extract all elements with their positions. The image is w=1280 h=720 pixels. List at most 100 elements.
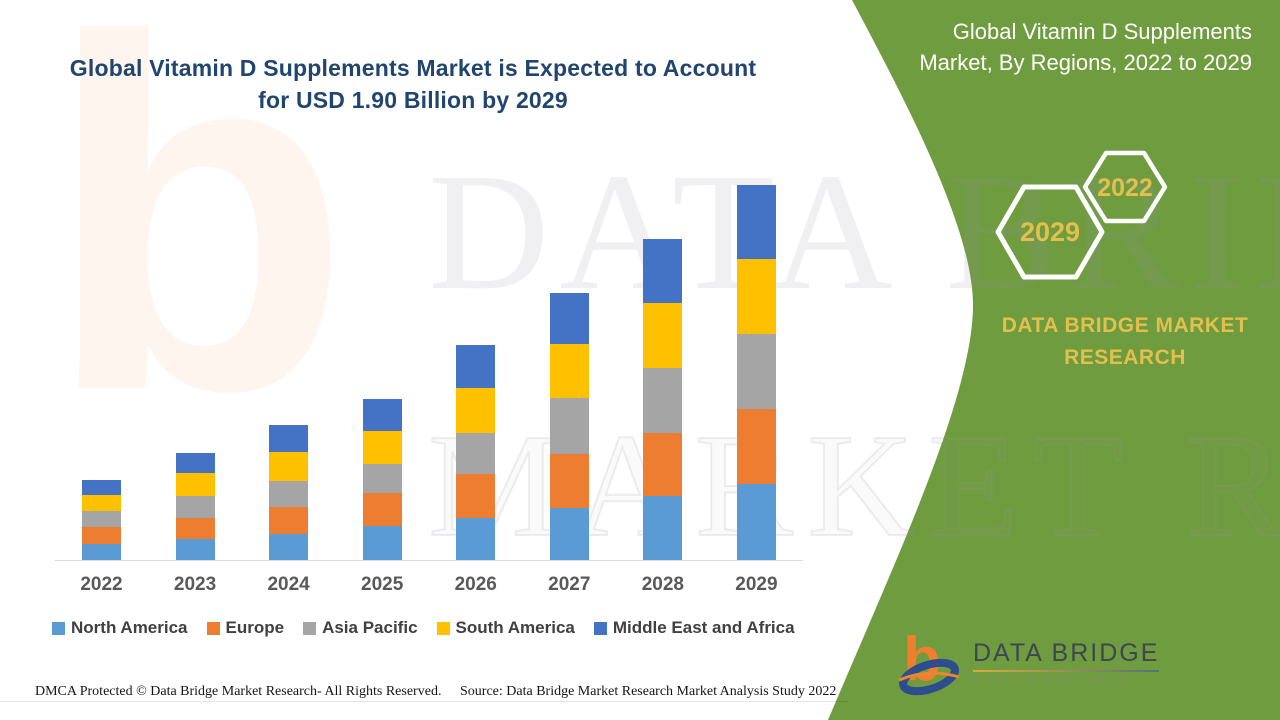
logo-swoosh-underline [898, 671, 960, 682]
green-panel-path [828, 0, 1280, 720]
legend-label: Europe [225, 618, 285, 637]
bar-segment-2025-asia-pacific [362, 464, 402, 493]
legend-label: Asia Pacific [322, 618, 418, 637]
bar-segment-2029-middle-east-and-africa [736, 185, 776, 259]
bar-column-2024 [242, 425, 335, 560]
bar-segment-2026-asia-pacific [456, 433, 496, 474]
legend-item-middle-east-and-africa: Middle East and Africa [593, 618, 795, 638]
footer-source: Source: Data Bridge Market Research Mark… [460, 684, 837, 699]
panel-heading: Global Vitamin D Supplements Market, By … [919, 19, 1252, 75]
bar-column-2026 [429, 345, 522, 560]
bar-stack-2023 [175, 453, 215, 560]
bar-column-2023 [149, 453, 242, 560]
bar-stack-2029 [736, 185, 776, 560]
bar-stack-2022 [82, 480, 121, 560]
bar-segment-2027-europe [549, 454, 589, 508]
logo-subtitle: MARKET RESEARCH [973, 675, 1131, 685]
logo-swoosh-ring [899, 658, 959, 696]
bar-segment-2027-asia-pacific [549, 398, 589, 454]
bar-segment-2028-north-america [643, 496, 683, 560]
bar-segment-2025-south-america [362, 431, 402, 464]
bar-stack-2026 [456, 345, 496, 560]
legend-item-europe: Europe [206, 618, 285, 638]
legend-label: Middle East and Africa [612, 618, 795, 637]
bar-segment-2026-south-america [456, 388, 496, 433]
footer-copyright: DMCA Protected © Data Bridge Market Rese… [35, 684, 442, 699]
bar-stack-2024 [269, 425, 309, 560]
footer-divider-line [0, 701, 848, 702]
bar-segment-2025-europe [362, 493, 402, 526]
bar-segment-2023-europe [175, 518, 215, 539]
bar-column-2028 [616, 239, 709, 560]
x-axis-label-2025: 2025 [361, 574, 404, 595]
legend-swatch [436, 621, 450, 635]
bar-segment-2024-north-america [269, 534, 309, 560]
bar-segment-2022-europe [82, 527, 121, 544]
bar-stack-2028 [643, 239, 683, 560]
logo-title: DATA BRIDGE [973, 639, 1160, 667]
brand-text: DATA BRIDGE MARKET RESEARCH [1001, 314, 1249, 369]
bar-segment-2029-south-america [736, 259, 776, 334]
legend-swatch [52, 621, 65, 635]
data-bridge-logo-icon: b [898, 626, 960, 696]
bar-segment-2029-asia-pacific [736, 334, 776, 409]
bar-segment-2024-south-america [269, 452, 309, 481]
legend-item-south-america: South America [436, 618, 575, 638]
bar-segment-2023-north-america [175, 539, 215, 560]
x-axis-label-2023: 2023 [173, 574, 217, 595]
bar-segment-2028-europe [643, 433, 683, 496]
legend-label: South America [455, 618, 575, 637]
bar-segment-2022-south-america [82, 495, 121, 511]
bar-segment-2027-north-america [549, 508, 589, 560]
bar-segment-2029-north-america [736, 484, 776, 560]
bar-segment-2023-south-america [175, 473, 215, 496]
legend-swatch [303, 621, 317, 635]
x-axis-label-2024: 2024 [267, 574, 310, 595]
hexagon-2022: 2022 [1082, 150, 1168, 224]
bar-segment-2024-asia-pacific [269, 481, 309, 507]
x-axis-label-2022: 2022 [80, 574, 123, 595]
x-axis-labels: 2022 2023 2024 2025 2026 2027 2028 2029 [55, 574, 803, 596]
bar-segment-2025-middle-east-and-africa [362, 399, 402, 431]
legend-item-north-america: North America [52, 618, 188, 638]
x-axis-label-2026: 2026 [454, 574, 497, 595]
x-axis-label-2029: 2029 [735, 574, 778, 595]
bar-segment-2024-middle-east-and-africa [269, 425, 309, 452]
bar-segment-2028-middle-east-and-africa [643, 239, 683, 303]
bar-column-2022 [55, 480, 148, 560]
x-axis-label-2028: 2028 [641, 574, 685, 595]
bar-segment-2023-asia-pacific [175, 496, 215, 518]
bar-column-2029 [710, 185, 803, 560]
page-title: Global Vitamin D Supplements Market is E… [63, 52, 763, 116]
bar-segment-2022-north-america [82, 544, 121, 560]
bar-segment-2022-middle-east-and-africa [82, 480, 121, 495]
hexagon-2029-outline [995, 184, 1105, 280]
plot-area [55, 179, 803, 561]
legend-label: North America [71, 618, 188, 637]
logo-underline [973, 670, 1160, 672]
bar-segment-2028-asia-pacific [643, 368, 683, 433]
bar-segment-2026-middle-east-and-africa [456, 345, 496, 388]
bar-segment-2026-europe [456, 474, 496, 518]
bar-segment-2024-europe [269, 507, 309, 534]
bar-stack-2027 [549, 293, 589, 560]
bar-segment-2027-middle-east-and-africa [549, 293, 589, 344]
page-title-line1: Global Vitamin D Supplements Market is E… [69, 55, 757, 81]
bar-segment-2025-north-america [362, 526, 402, 560]
legend-item-asia-pacific: Asia Pacific [303, 618, 418, 638]
bar-segment-2028-south-america [643, 303, 683, 368]
hexagon-2029: 2029 [995, 184, 1105, 280]
page-title-line2: for USD 1.90 Billion by 2029 [258, 87, 568, 113]
bar-segment-2027-south-america [549, 344, 589, 398]
bar-segment-2026-north-america [456, 518, 496, 560]
legend-swatch [206, 621, 220, 635]
bar-segment-2022-asia-pacific [82, 511, 121, 527]
bar-stack-2025 [362, 399, 402, 560]
legend-swatch [593, 621, 607, 635]
bar-segment-2029-europe [736, 409, 776, 484]
data-bridge-logo: b DATA BRIDGE MARKET RESEARCH [893, 626, 1160, 698]
hexagon-2022-label: 2022 [1097, 174, 1153, 202]
bar-column-2027 [523, 293, 616, 560]
x-axis-label-2027: 2027 [548, 574, 591, 595]
